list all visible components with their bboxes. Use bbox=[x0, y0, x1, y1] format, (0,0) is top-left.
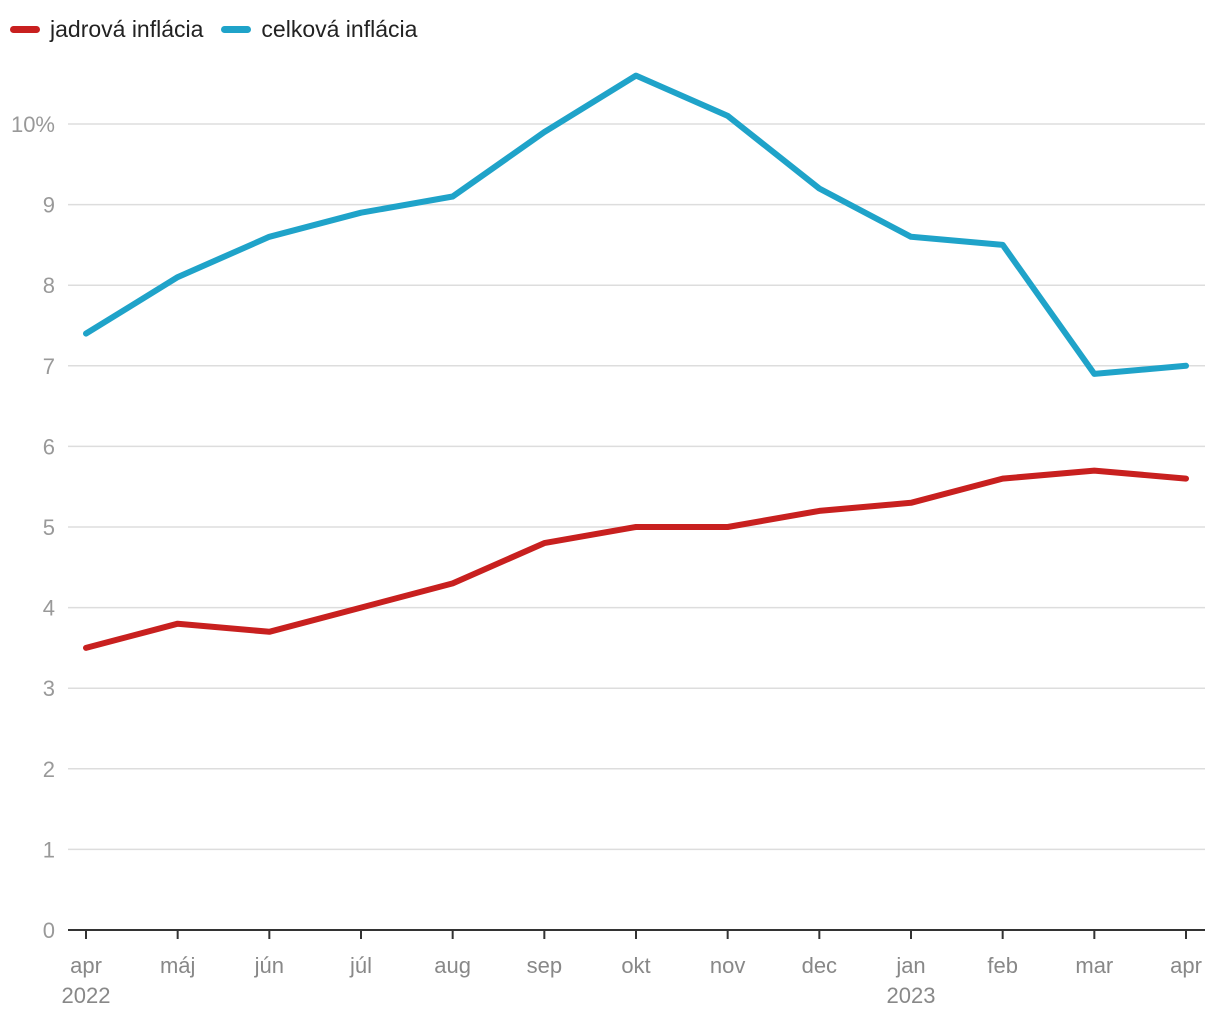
y-tick-label: 6 bbox=[43, 434, 55, 459]
x-tick-label: júl bbox=[349, 953, 372, 978]
legend-swatch-total-inflation bbox=[221, 26, 252, 33]
x-tick-label: feb bbox=[987, 953, 1018, 978]
y-tick-label: 8 bbox=[43, 273, 55, 298]
series-lines bbox=[83, 72, 1189, 651]
x-tick-label: apr bbox=[70, 953, 102, 978]
y-tick-label: 9 bbox=[43, 193, 55, 218]
x-tick-label: jan bbox=[895, 953, 925, 978]
x-year-label: 2022 bbox=[62, 983, 111, 1008]
y-tick-label: 4 bbox=[43, 596, 55, 621]
x-tick-label: okt bbox=[621, 953, 650, 978]
y-tick-label: 0 bbox=[43, 918, 55, 943]
legend-item-core-inflation: jadrová inflácia bbox=[10, 16, 203, 43]
x-tick-label: dec bbox=[802, 953, 837, 978]
legend-item-total-inflation: celková inflácia bbox=[221, 16, 417, 43]
y-tick-label: 3 bbox=[43, 676, 55, 701]
x-tick-label: jún bbox=[254, 953, 284, 978]
x-tick-label: nov bbox=[710, 953, 745, 978]
x-tick-label: máj bbox=[160, 953, 195, 978]
y-tick-label: 7 bbox=[43, 354, 55, 379]
y-tick-label: 1 bbox=[43, 837, 55, 862]
x-year-label: 2023 bbox=[887, 983, 936, 1008]
x-tick-label: sep bbox=[527, 953, 562, 978]
legend-swatch-core-inflation bbox=[10, 26, 40, 33]
legend-label-total-inflation: celková inflácia bbox=[261, 16, 418, 42]
y-tick-label: 5 bbox=[43, 515, 55, 540]
y-axis-ticks: 0 1 2 3 4 5 6 7 8 9 10% bbox=[11, 112, 55, 943]
x-tick-label: apr bbox=[1170, 953, 1202, 978]
series-line-total-inflation bbox=[83, 72, 1189, 377]
legend-label-core-inflation: jadrová inflácia bbox=[50, 16, 204, 42]
series-line-core-inflation bbox=[83, 467, 1189, 651]
legend: jadrová inflácia celková inflácia bbox=[10, 16, 417, 43]
y-tick-label: 2 bbox=[43, 757, 55, 782]
x-tick-label: aug bbox=[434, 953, 471, 978]
y-tick-label: 10% bbox=[11, 112, 55, 137]
x-tick-label: mar bbox=[1075, 953, 1113, 978]
x-axis: apr máj jún júl aug sep okt nov dec jan feb mar apr 2… bbox=[62, 929, 1205, 1008]
gridlines bbox=[68, 123, 1205, 851]
